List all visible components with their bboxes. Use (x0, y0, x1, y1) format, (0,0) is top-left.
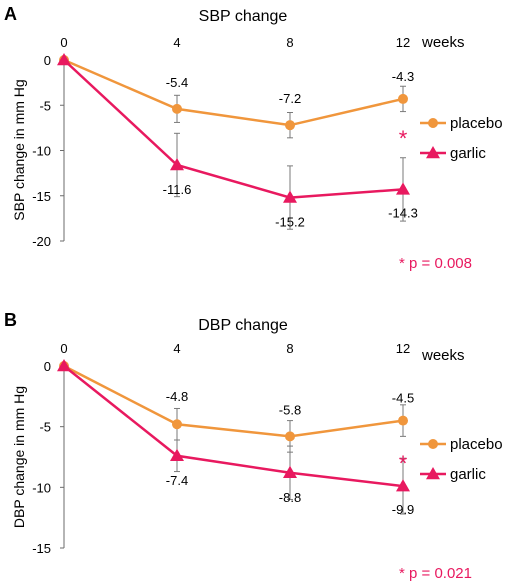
data-label: -4.3 (392, 69, 414, 84)
data-point (283, 465, 297, 479)
series-line (63, 58, 404, 127)
series-placebo: -4.8 -5.8 -4.5 (59, 361, 414, 453)
significance-marker: * (399, 126, 408, 151)
data-point (172, 419, 182, 430)
panel-a: A SBP change 0 -5 -10 -15 -20 0 4 8 12 weeks SBP cha… (4, 4, 503, 272)
data-point (57, 53, 71, 66)
x-tick-label: 0 (60, 341, 67, 356)
legend-swatch-marker (426, 467, 440, 480)
data-label: -7.2 (279, 91, 301, 106)
data-point (170, 157, 184, 171)
p-value-note: * p = 0.008 (399, 255, 472, 272)
x-tick-label: 0 (60, 35, 67, 50)
legend-item-garlic: garlic (420, 466, 486, 483)
x-units-label: weeks (421, 34, 465, 51)
data-point (398, 415, 408, 426)
y-tick-label: -10 (32, 144, 51, 159)
legend-item-placebo: placebo (420, 115, 503, 132)
data-label: -7.4 (166, 473, 188, 488)
legend-swatch-marker (428, 118, 438, 128)
data-point (57, 359, 71, 372)
x-tick-label: 12 (396, 35, 410, 50)
y-tick-label: -5 (39, 98, 51, 113)
panel-b: B DBP change 0 -5 -10 -15 0 4 8 12 weeks DBP change… (4, 310, 503, 582)
x-tick-label: 8 (286, 35, 293, 50)
legend-label: placebo (450, 115, 503, 132)
panel-letter: A (4, 4, 17, 24)
chart-title: DBP change (198, 317, 288, 334)
y-tick-label: -15 (32, 189, 51, 204)
legend-label: garlic (450, 466, 486, 483)
data-label: -15.2 (275, 215, 305, 230)
legend-item-garlic: garlic (420, 145, 486, 162)
y-tick-label: 0 (44, 53, 51, 68)
y-tick-label: 0 (44, 359, 51, 374)
x-tick-label: 4 (173, 35, 180, 50)
series-line (63, 365, 404, 488)
panel-letter: B (4, 310, 17, 330)
x-tick-label: 8 (286, 341, 293, 356)
data-label: -11.6 (163, 182, 192, 197)
series-placebo: -5.4 -7.2 -4.3 (59, 55, 414, 139)
x-units-label: weeks (421, 347, 465, 364)
legend-label: garlic (450, 145, 486, 162)
data-label: -4.8 (166, 389, 188, 404)
series-garlic: -7.4 -8.8 -9.9 (57, 359, 414, 517)
chart-title: SBP change (199, 8, 288, 25)
y-axis-title: SBP change in mm Hg (11, 79, 27, 220)
x-tick-label: 12 (396, 341, 410, 356)
significance-marker: * (399, 451, 408, 476)
data-point (398, 93, 408, 104)
y-tick-label: -15 (32, 541, 51, 556)
x-tick-label: 4 (173, 341, 180, 356)
legend-label: placebo (450, 436, 503, 453)
data-label: -8.8 (279, 490, 301, 505)
data-point (172, 103, 182, 114)
data-label: -4.5 (392, 391, 414, 406)
data-point (285, 431, 295, 442)
data-label: -14.3 (388, 205, 418, 220)
y-tick-label: -5 (39, 420, 51, 435)
y-tick-label: -20 (32, 234, 51, 249)
y-axis-title: DBP change in mm Hg (11, 386, 27, 528)
legend-swatch-marker (426, 146, 440, 159)
data-point (396, 479, 410, 492)
series-garlic: -11.6 -15.2 -14.3 (57, 53, 418, 230)
y-tick-label: -10 (32, 480, 51, 495)
data-point (285, 120, 295, 131)
data-label: -5.4 (166, 75, 188, 90)
data-point (283, 190, 297, 203)
series-line (63, 59, 404, 199)
p-value-note: * p = 0.021 (399, 565, 472, 582)
data-label: -9.9 (392, 502, 414, 517)
legend-swatch-marker (428, 439, 438, 449)
data-label: -5.8 (279, 402, 301, 417)
series-line (63, 364, 404, 438)
data-point (170, 448, 184, 462)
legend-item-placebo: placebo (420, 436, 503, 453)
data-point (396, 182, 410, 195)
